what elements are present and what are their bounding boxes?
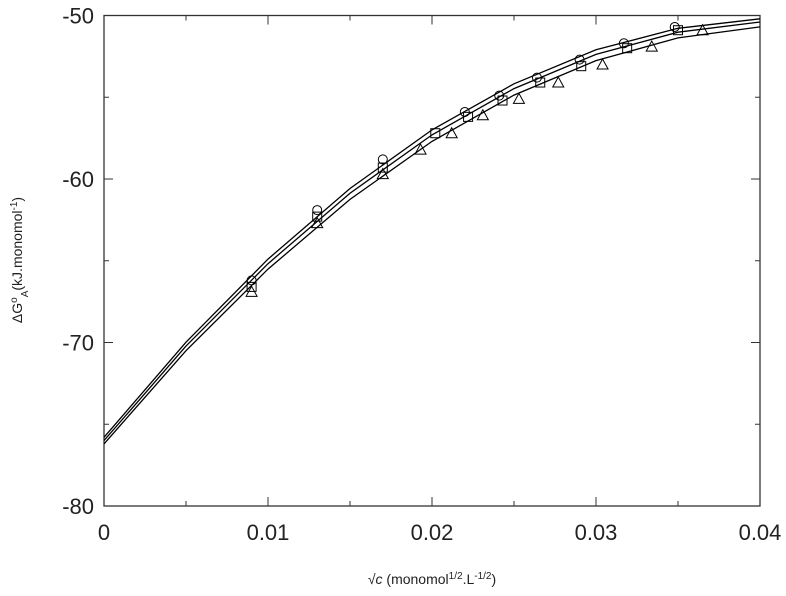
- triangle-marker: [376, 167, 390, 180]
- y-tick-label: -80: [62, 494, 94, 519]
- circle-marker: [246, 275, 257, 286]
- fit-line: [103, 26, 761, 445]
- triangle-marker: [512, 92, 526, 104]
- square-marker: [430, 128, 441, 139]
- label-part: ): [491, 571, 496, 587]
- triangle-marker: [245, 285, 258, 297]
- label-part: (kJ.monomol: [9, 210, 25, 290]
- triangle-marker: [596, 58, 609, 70]
- square-marker: [673, 25, 683, 36]
- circle-marker: [312, 205, 323, 216]
- square-marker: [246, 281, 257, 292]
- label-part: .L: [463, 571, 475, 587]
- label-part: c: [376, 571, 383, 587]
- x-axis-label: √c (monomol1/2.L-1/2): [368, 571, 496, 588]
- y-tick-label: -50: [62, 4, 94, 29]
- triangle-marker: [551, 75, 565, 88]
- square-marker: [497, 95, 508, 106]
- triangle-marker: [645, 40, 659, 52]
- label-part: 1/2: [449, 571, 463, 582]
- label-part: o: [9, 297, 20, 303]
- circle-marker: [377, 154, 388, 165]
- label-part: (monomol: [383, 571, 449, 587]
- x-tick-label: 0.02: [411, 520, 454, 545]
- circle-marker: [669, 21, 680, 32]
- y-tick-label: -70: [62, 331, 94, 356]
- plot-frame: [103, 14, 761, 507]
- x-tick-label: 0.01: [247, 520, 290, 545]
- triangle-marker: [310, 216, 324, 229]
- label-part: -1: [9, 201, 20, 210]
- fit-line: [103, 21, 761, 442]
- triangle-marker: [696, 23, 709, 36]
- x-tick-label: 0.03: [575, 520, 618, 545]
- square-marker: [377, 162, 388, 173]
- triangle-marker: [414, 143, 427, 155]
- label-part: ΔG: [9, 303, 25, 323]
- label-part: -1/2: [474, 571, 492, 582]
- square-marker: [576, 61, 587, 72]
- label-part: A: [20, 290, 31, 297]
- square-marker: [535, 77, 546, 88]
- label-part: ): [9, 197, 25, 202]
- square-marker: [312, 211, 323, 222]
- square-marker: [622, 43, 633, 54]
- square-marker: [463, 111, 474, 122]
- circle-marker: [574, 54, 585, 65]
- x-tick-label: 0.04: [739, 520, 782, 545]
- label-part: √: [368, 571, 376, 587]
- y-axis-label: ΔGoA(kJ.monomol-1): [9, 197, 31, 323]
- triangle-marker: [476, 108, 490, 121]
- x-tick-label: 0: [98, 520, 110, 545]
- y-tick-label: -60: [62, 167, 94, 192]
- fit-line: [103, 18, 761, 438]
- triangle-marker: [445, 126, 459, 139]
